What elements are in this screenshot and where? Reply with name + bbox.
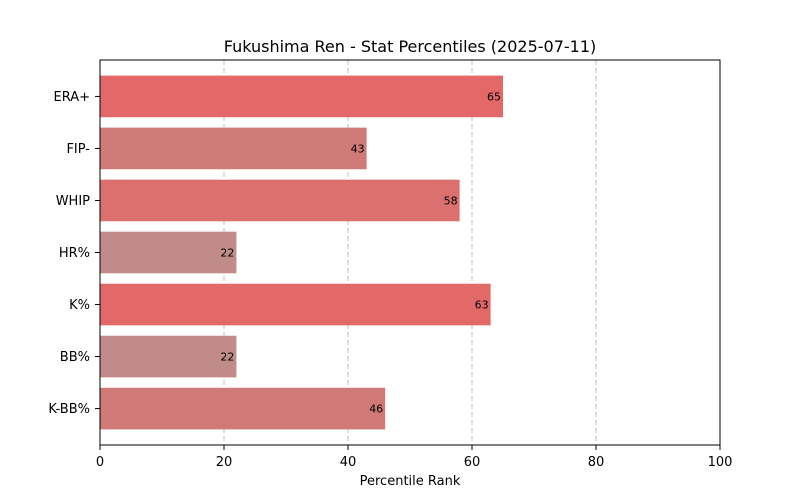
x-tick-label: 20 [216, 455, 233, 470]
bar-value-label: 63 [475, 299, 489, 312]
y-tick-label: WHIP [56, 194, 90, 209]
x-tick-label: 80 [588, 455, 605, 470]
chart-title: Fukushima Ren - Stat Percentiles (2025-0… [224, 37, 597, 56]
y-tick-label: BB% [60, 350, 90, 365]
bar-value-label: 46 [369, 403, 383, 416]
x-axis-ticks: 0 20 40 60 80 100 [96, 445, 733, 470]
bar-value-label: 58 [444, 194, 458, 207]
x-tick-label: 60 [464, 455, 481, 470]
bar [100, 335, 237, 378]
bar-value-label: 22 [220, 247, 234, 260]
bar [100, 127, 367, 170]
y-tick-label: ERA+ [53, 90, 90, 105]
y-tick-label: HR% [59, 246, 90, 261]
bar [100, 75, 503, 118]
y-tick-label: FIP- [66, 142, 90, 157]
bar [100, 179, 460, 222]
bar [100, 387, 386, 430]
bar [100, 231, 237, 274]
bar-value-label: 22 [220, 351, 234, 364]
bar [100, 283, 491, 326]
y-axis-ticks: ERA+ FIP- WHIP HR% K% BB% K-BB% [48, 90, 100, 417]
x-tick-label: 0 [96, 455, 104, 470]
y-tick-label: K% [69, 298, 90, 313]
grid-lines [223, 60, 597, 445]
bar-value-label: 43 [351, 142, 365, 155]
bars [100, 75, 503, 430]
x-axis-label: Percentile Rank [360, 474, 461, 489]
x-tick-label: 40 [340, 455, 357, 470]
y-tick-label: K-BB% [48, 402, 90, 417]
x-tick-label: 100 [708, 455, 733, 470]
bar-value-label: 65 [487, 90, 501, 103]
data-labels: 65 43 58 22 63 22 46 [220, 90, 501, 415]
